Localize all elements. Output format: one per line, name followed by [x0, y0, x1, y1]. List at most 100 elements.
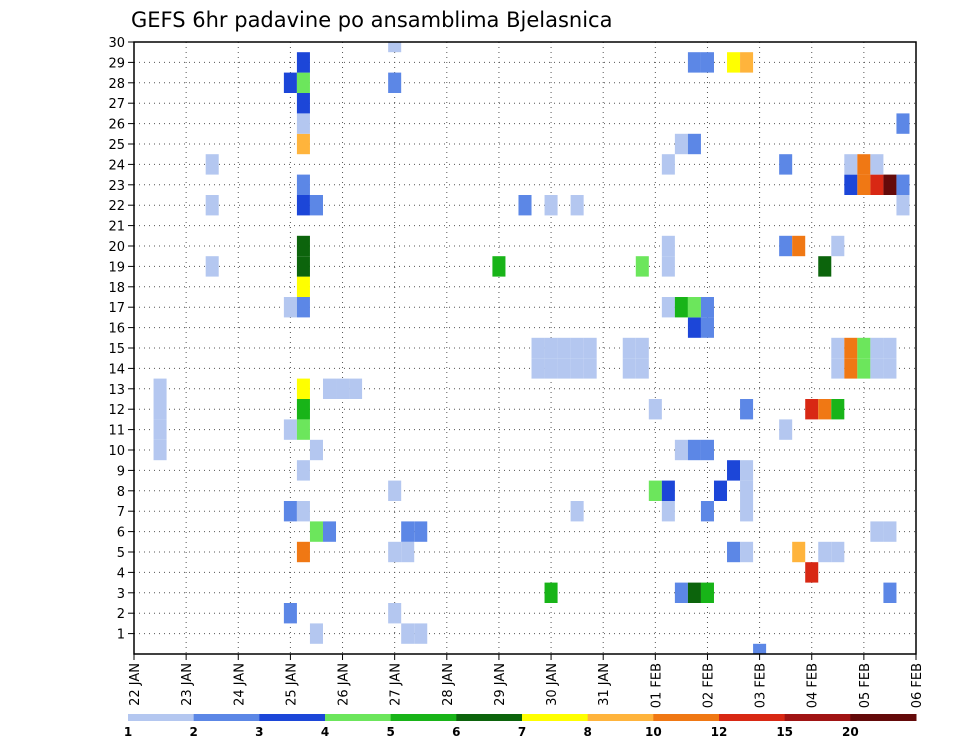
heatmap-cell	[740, 460, 754, 481]
heatmap-cell	[740, 501, 754, 522]
heatmap-cell	[727, 541, 741, 563]
heatmap-cell	[700, 582, 714, 603]
heatmap-cell	[883, 582, 897, 603]
grid-lines	[134, 42, 916, 654]
heatmap-cell	[857, 154, 871, 175]
y-tick-label: 9	[117, 464, 125, 479]
heatmap-cell	[740, 480, 754, 501]
x-tick-label: 24 JAN	[232, 663, 247, 706]
heatmap-cell	[674, 133, 688, 155]
heatmap-cell	[870, 337, 884, 359]
heatmap-cell	[753, 643, 767, 654]
heatmap-cell	[296, 72, 310, 93]
heatmap-cell	[896, 174, 910, 195]
heatmap-cell	[740, 399, 754, 420]
heatmap-cell	[153, 399, 167, 420]
heatmap-cell	[153, 439, 167, 461]
heatmap-cell	[700, 317, 714, 338]
heatmap-cell	[296, 113, 310, 134]
heatmap-cell	[883, 337, 897, 359]
heatmap-cell	[544, 195, 558, 216]
heatmap-cell	[557, 358, 571, 379]
y-tick-label: 17	[108, 301, 125, 316]
heatmap-cell	[831, 337, 845, 359]
y-tick-label: 11	[108, 424, 125, 439]
x-tick-label: 23 JAN	[180, 663, 195, 706]
x-tick-label: 04 FEB	[806, 663, 821, 708]
heatmap-cell	[792, 235, 806, 257]
heatmap-cell	[153, 419, 167, 440]
y-tick-label: 5	[117, 546, 125, 561]
colorbar-label: 6	[452, 725, 460, 739]
heatmap-cell	[283, 603, 297, 624]
y-tick-label: 10	[108, 444, 125, 459]
heatmap-cell	[844, 358, 858, 379]
colorbar-swatch	[456, 714, 523, 721]
colorbar-swatch	[259, 714, 326, 721]
heatmap-cell	[661, 235, 675, 257]
y-tick-label: 30	[108, 36, 125, 51]
colorbar-swatch	[325, 714, 392, 721]
x-tick-label: 29 JAN	[493, 663, 508, 706]
x-tick-label: 02 FEB	[701, 663, 716, 708]
heatmap-cell	[818, 541, 832, 563]
heatmap-cell	[414, 623, 428, 644]
heatmap-cell	[309, 623, 323, 644]
heatmap-cell	[388, 42, 402, 53]
heatmap-cell	[283, 419, 297, 440]
heatmap-cell	[401, 521, 415, 542]
heatmap-cell	[283, 501, 297, 522]
heatmap-cell	[296, 174, 310, 195]
heatmap-cell	[818, 256, 832, 277]
colorbar-label: 20	[842, 725, 859, 739]
y-axis: 1234567891011121314151617181920212223242…	[108, 36, 134, 643]
heatmap-cell	[622, 337, 636, 359]
heatmap-cell	[583, 358, 597, 379]
heatmap-cell	[687, 297, 701, 318]
heatmap-cell	[583, 337, 597, 359]
heatmap-cell	[401, 623, 415, 644]
heatmap-cell	[700, 439, 714, 461]
heatmap-cell	[818, 399, 832, 420]
y-tick-label: 27	[108, 97, 125, 112]
colorbar-swatch	[522, 714, 589, 721]
heatmap-cell	[844, 337, 858, 359]
y-tick-label: 8	[117, 485, 125, 500]
y-tick-label: 13	[108, 383, 125, 398]
heatmap-cell	[622, 358, 636, 379]
heatmap-cell	[296, 399, 310, 420]
colorbar-label: 8	[583, 725, 591, 739]
x-tick-label: 28 JAN	[441, 663, 456, 706]
heatmap-cell	[870, 521, 884, 542]
heatmap-cell	[388, 480, 402, 501]
heatmap-cell	[687, 133, 701, 155]
heatmap-cell	[544, 582, 558, 603]
heatmap-cell	[309, 521, 323, 542]
heatmap-cell	[844, 174, 858, 195]
heatmap-cell	[883, 358, 897, 379]
y-tick-label: 28	[108, 77, 125, 92]
colorbar-label: 5	[386, 725, 394, 739]
heatmap-cell	[296, 133, 310, 155]
heatmap-cell	[296, 378, 310, 399]
x-tick-label: 06 FEB	[910, 663, 925, 708]
colorbar-label: 15	[776, 725, 793, 739]
heatmap-cell	[740, 52, 754, 73]
heatmap-cell	[322, 378, 337, 399]
cells-layer	[153, 42, 910, 654]
chart-title: GEFS 6hr padavine po ansamblima Bjelasni…	[131, 8, 612, 32]
heatmap-cell	[296, 52, 310, 73]
heatmap-cell	[205, 195, 219, 216]
x-tick-label: 26 JAN	[337, 663, 352, 706]
colorbar-label: 3	[255, 725, 263, 739]
heatmap-cell	[388, 72, 402, 93]
y-tick-label: 1	[117, 628, 125, 643]
x-tick-label: 31 JAN	[597, 663, 612, 706]
heatmap-cell	[779, 419, 793, 440]
heatmap-cell	[296, 297, 310, 318]
heatmap-cell	[205, 256, 219, 277]
heatmap-cell	[388, 603, 402, 624]
heatmap-cell	[661, 154, 675, 175]
heatmap-cell	[779, 235, 793, 257]
heatmap-cell	[205, 154, 219, 175]
